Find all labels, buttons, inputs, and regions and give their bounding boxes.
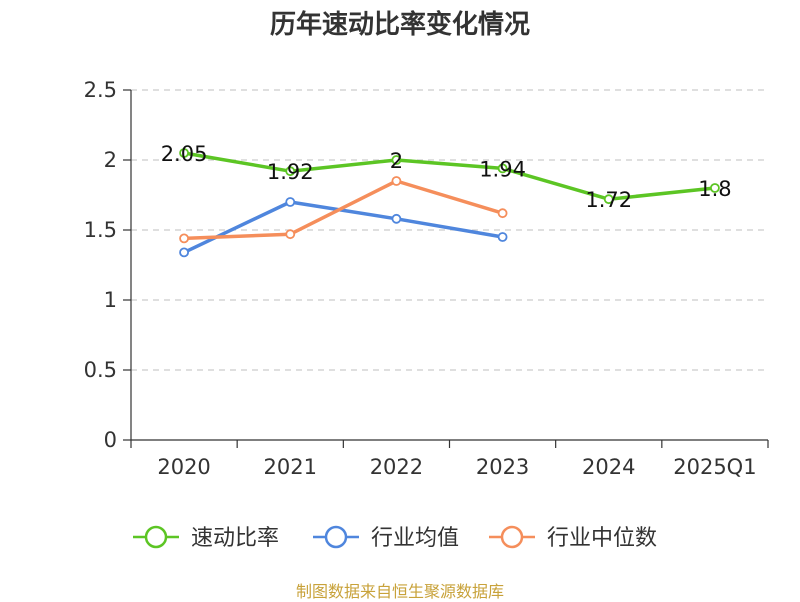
data-point [497,208,508,219]
y-tick-label: 0.5 [84,358,117,382]
data-label: 1.94 [479,157,526,181]
grid-lines [131,89,768,371]
series-lines [179,148,720,258]
axes: 0 0.5 1 1.5 2 2.5 2020 2021 2022 2023 2024 2025Q1 [84,78,769,479]
data-label: 1.8 [698,177,731,201]
data-label: 2.05 [161,142,208,166]
data-point [391,176,402,186]
x-tick-label: 2022 [370,455,423,479]
data-point [285,229,296,240]
data-point [391,213,402,224]
chart-title: 历年速动比率变化情况 [269,10,530,40]
data-point [391,155,402,165]
data-point [179,233,189,244]
legend[interactable]: 速动比率 行业均值 行业中位数 [133,525,657,551]
data-point [285,197,296,207]
data-labels: 2.05 1.92 2 1.94 1.72 1.8 [161,142,732,212]
legend-marker [144,525,168,549]
data-label: 1.72 [585,188,632,212]
data-label: 2 [390,149,403,173]
data-point [179,148,189,158]
y-tick-label: 2 [104,148,117,172]
data-label: 1.92 [267,160,314,184]
x-tick-label: 2023 [476,455,529,479]
data-point [603,194,614,205]
series-line-0 [183,151,716,201]
legend-item-0[interactable]: 速动比率 [133,525,279,551]
y-tick-label: 1 [104,288,117,312]
series-line-1 [183,200,503,254]
x-tick-label: 2025Q1 [673,455,756,479]
legend-marker [500,525,524,549]
x-tick-label: 2021 [264,455,317,479]
data-point [710,183,720,193]
legend-item-1[interactable]: 行业均值 [313,525,459,551]
x-tick-label: 2020 [157,455,210,479]
legend-label: 行业均值 [371,526,459,551]
legend-marker [324,525,348,549]
y-tick-label: 2.5 [84,78,117,102]
data-point [285,166,296,177]
y-tick-label: 0 [104,428,117,452]
legend-label: 速动比率 [191,526,279,551]
data-point [497,163,508,174]
data-point [179,247,189,258]
source-note: 制图数据来自恒生聚源数据库 [295,582,504,601]
series-line-2 [184,179,504,241]
legend-item-2[interactable]: 行业中位数 [489,525,657,551]
x-tick-label: 2024 [582,455,635,479]
legend-label: 行业中位数 [547,526,657,551]
y-tick-label: 1.5 [84,218,117,242]
data-point [497,232,508,242]
